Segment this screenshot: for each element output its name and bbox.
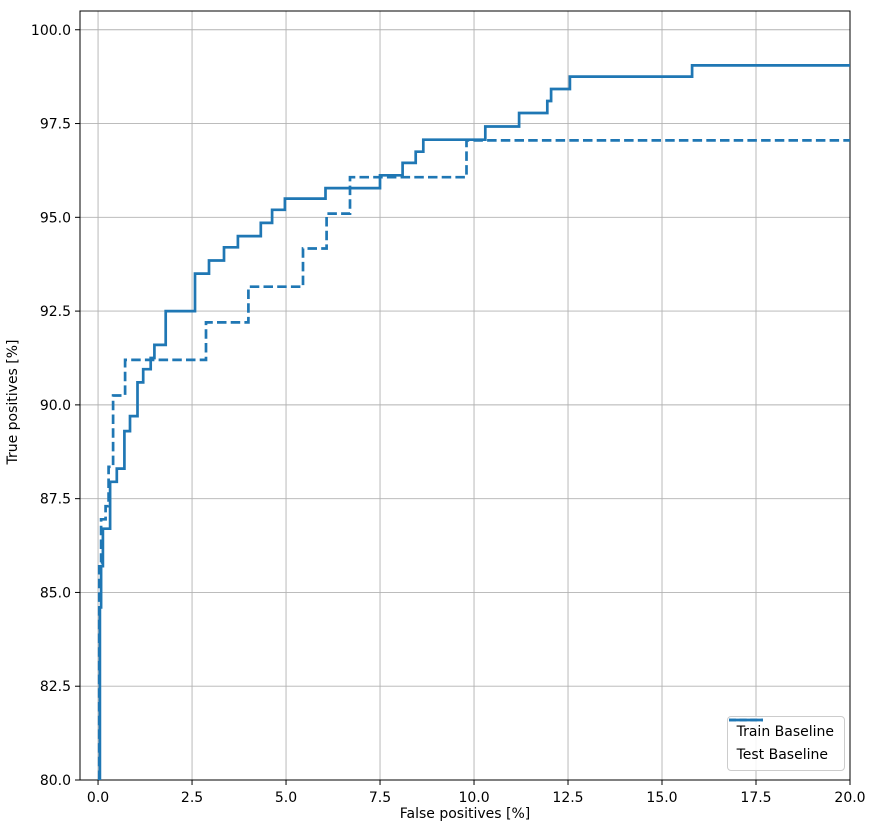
plot-border xyxy=(79,10,851,781)
test-baseline-curve xyxy=(97,139,850,780)
x-tick-label: 15.0 xyxy=(646,790,677,806)
y-axis-ticks: 80.0 82.5 85.0 87.5 90.0 92.5 95.0 97.5 100.0 xyxy=(31,23,80,789)
y-tick-label: 80.0 xyxy=(40,773,71,789)
x-axis-label: False positives [%] xyxy=(399,806,531,822)
x-tick-label: 17.5 xyxy=(740,790,771,806)
x-tick-label: 7.5 xyxy=(369,790,391,806)
y-tick-label: 97.5 xyxy=(40,117,71,133)
x-tick-label: 12.5 xyxy=(552,790,583,806)
legend-item-train-baseline: Train Baseline xyxy=(728,718,834,740)
y-tick-label: 92.5 xyxy=(40,304,71,320)
legend-item-test-baseline: Test Baseline xyxy=(728,718,834,763)
legend-label-train-baseline: Train Baseline xyxy=(736,724,834,740)
train-baseline-curve xyxy=(98,64,850,780)
y-tick-label: 90.0 xyxy=(40,398,71,414)
test-line-sample-icon xyxy=(728,718,763,722)
y-tick-label: 95.0 xyxy=(40,210,71,226)
y-tick-label: 82.5 xyxy=(40,679,71,695)
y-tick-label: 87.5 xyxy=(40,492,71,508)
x-axis-ticks: 0.0 2.5 5.0 7.5 10.0 12.5 15.0 17.5 20.0 xyxy=(87,780,866,806)
y-tick-label: 85.0 xyxy=(40,585,71,601)
legend: Train Baseline Test Baseline xyxy=(726,716,845,771)
legend-label-test-baseline: Test Baseline xyxy=(736,747,828,763)
x-tick-label: 20.0 xyxy=(834,790,865,806)
x-tick-label: 2.5 xyxy=(181,790,203,806)
x-tick-label: 5.0 xyxy=(275,790,297,806)
y-tick-label: 100.0 xyxy=(31,23,71,39)
x-tick-label: 0.0 xyxy=(87,790,109,806)
y-axis-label: True positives [%] xyxy=(5,339,21,465)
grid-lines xyxy=(80,11,851,781)
x-tick-label: 10.0 xyxy=(458,790,489,806)
